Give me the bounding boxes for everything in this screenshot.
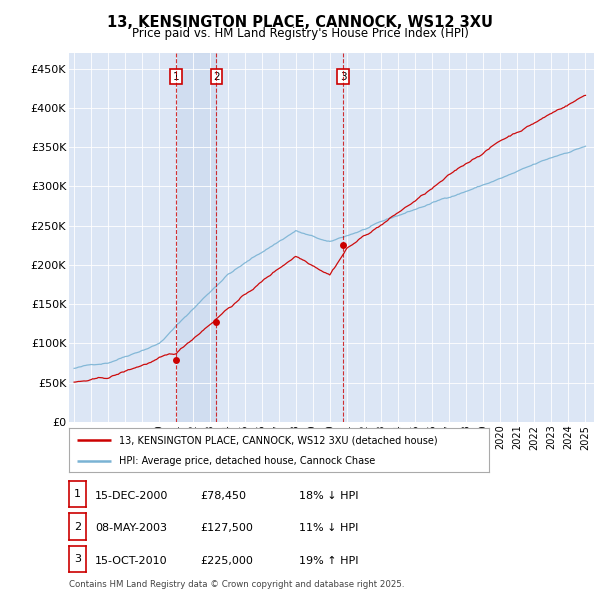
Text: 2: 2: [213, 71, 220, 81]
Text: 18% ↓ HPI: 18% ↓ HPI: [299, 491, 358, 501]
Text: 3: 3: [74, 554, 81, 564]
Text: 19% ↑ HPI: 19% ↑ HPI: [299, 556, 358, 566]
Text: 1: 1: [74, 489, 81, 499]
Text: £127,500: £127,500: [200, 523, 253, 533]
Text: 15-DEC-2000: 15-DEC-2000: [95, 491, 168, 501]
Text: 3: 3: [340, 71, 347, 81]
Text: 2: 2: [74, 522, 81, 532]
Bar: [176, 53, 217, 422]
Text: 15-OCT-2010: 15-OCT-2010: [95, 556, 167, 566]
Text: Contains HM Land Registry data © Crown copyright and database right 2025.
This d: Contains HM Land Registry data © Crown c…: [69, 580, 404, 590]
Text: £78,450: £78,450: [200, 491, 246, 501]
Text: £225,000: £225,000: [200, 556, 253, 566]
Text: 13, KENSINGTON PLACE, CANNOCK, WS12 3XU: 13, KENSINGTON PLACE, CANNOCK, WS12 3XU: [107, 15, 493, 30]
Text: 13, KENSINGTON PLACE, CANNOCK, WS12 3XU (detached house): 13, KENSINGTON PLACE, CANNOCK, WS12 3XU …: [119, 435, 438, 445]
Text: Price paid vs. HM Land Registry's House Price Index (HPI): Price paid vs. HM Land Registry's House …: [131, 27, 469, 40]
Text: 08-MAY-2003: 08-MAY-2003: [95, 523, 167, 533]
Text: 11% ↓ HPI: 11% ↓ HPI: [299, 523, 358, 533]
Text: HPI: Average price, detached house, Cannock Chase: HPI: Average price, detached house, Cann…: [119, 456, 376, 466]
Text: 1: 1: [172, 71, 179, 81]
